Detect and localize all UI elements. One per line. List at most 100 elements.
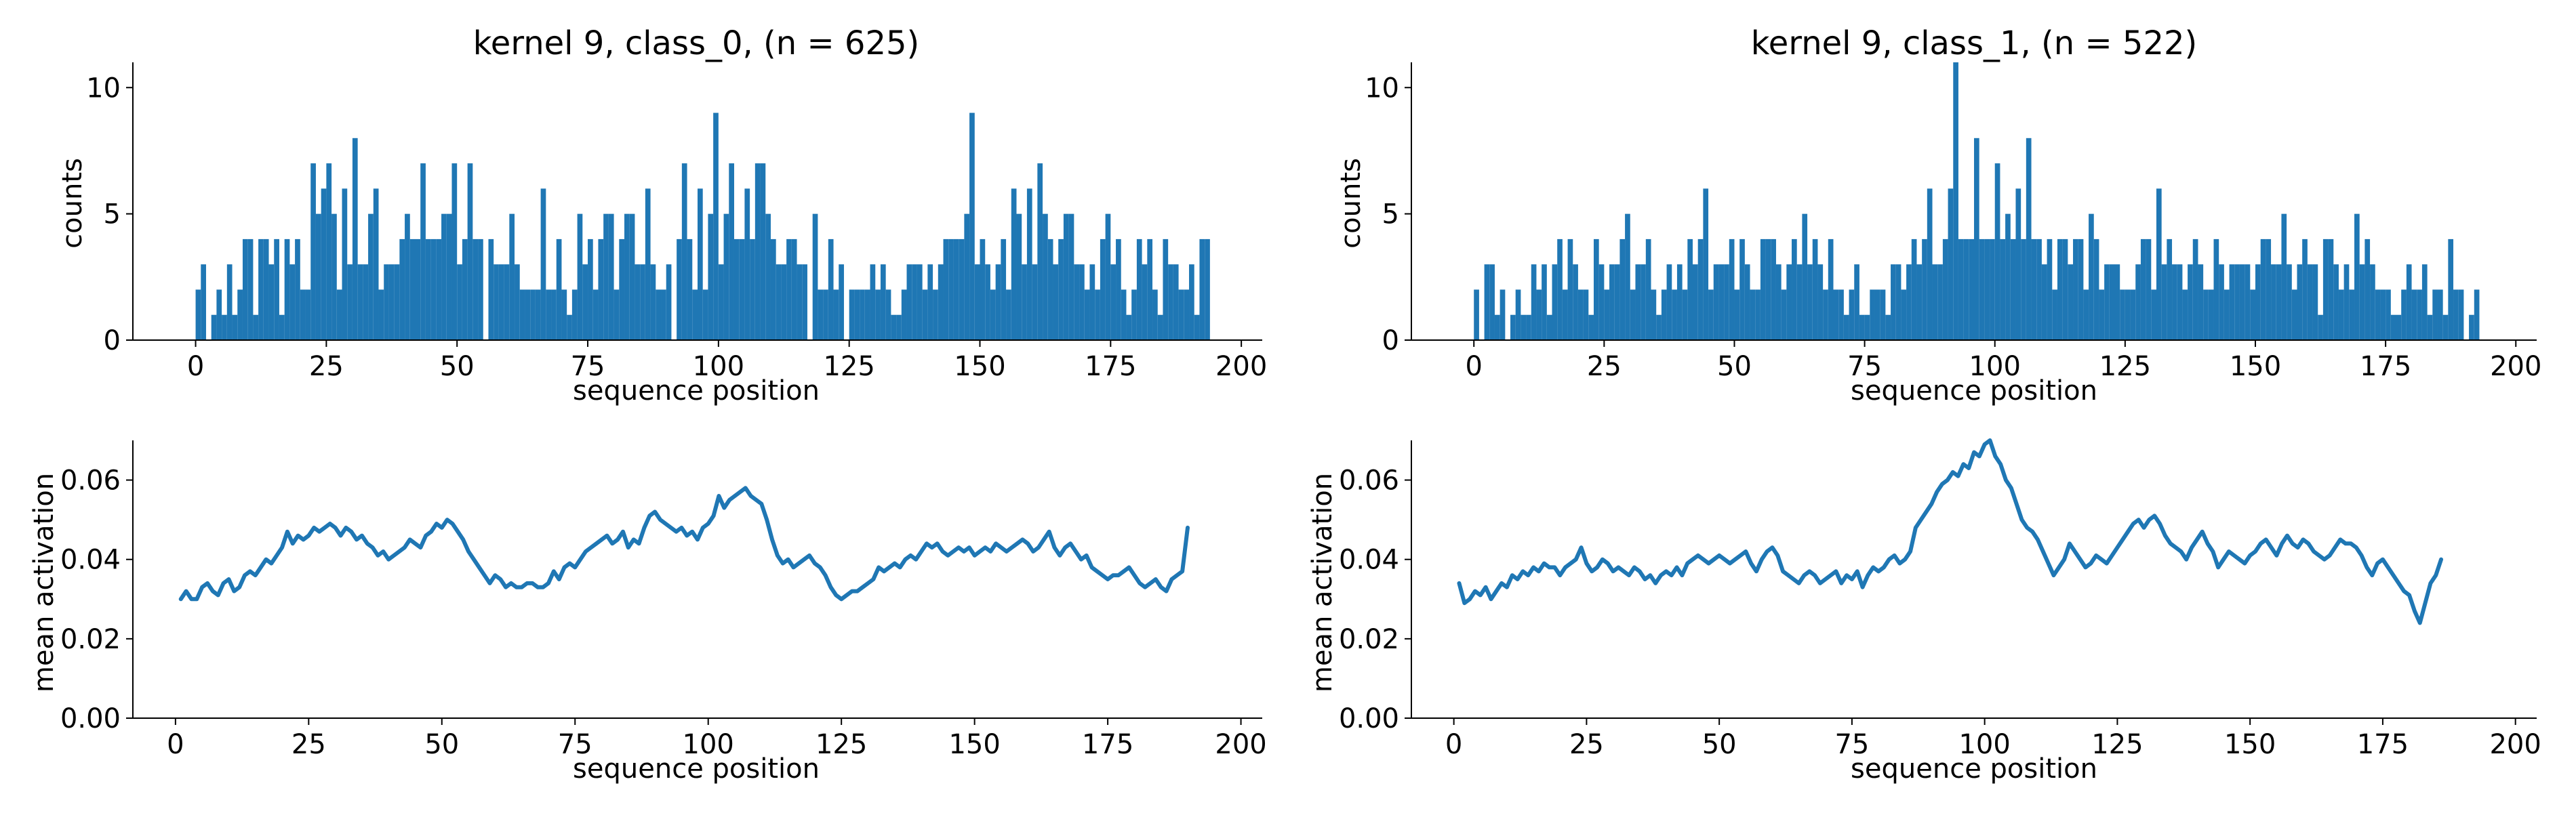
histogram-class1-bar xyxy=(1744,264,1750,340)
histogram-class0-bar xyxy=(760,163,766,340)
histogram-class0-ylabel: counts xyxy=(57,158,88,249)
activation-class1-x-tick-label: 125 xyxy=(2091,729,2143,760)
histogram-class0-bar xyxy=(833,289,839,340)
histogram-class0-bars xyxy=(195,112,1210,341)
histogram-class0-bar xyxy=(713,112,719,341)
histogram-class0-bar xyxy=(687,238,693,340)
histogram-class1-bar xyxy=(2354,213,2360,340)
histogram-class1-bar xyxy=(1750,289,1756,340)
histogram-class0-bar xyxy=(321,188,327,340)
histogram-class0-bar xyxy=(588,238,593,340)
activation-class1-x-tick-label: 175 xyxy=(2357,729,2409,760)
histogram-class1-bar xyxy=(2380,289,2386,340)
histogram-class0-bar xyxy=(263,238,269,340)
histogram-class1-bar xyxy=(2203,289,2209,340)
histogram-class0-bar xyxy=(331,213,337,340)
histogram-class0-bar xyxy=(504,264,510,340)
histogram-class1-bar xyxy=(1739,238,1745,340)
histogram-class0-bar xyxy=(739,238,745,340)
histogram-class0-bar xyxy=(216,289,222,340)
histogram-class1-bar xyxy=(2322,238,2329,340)
histogram-class0-bar xyxy=(1178,289,1184,340)
histogram-class0-bar xyxy=(1053,264,1059,340)
histogram-class1-bar xyxy=(1635,264,1641,340)
histogram-class1-bar xyxy=(2437,289,2443,340)
histogram-class1-bar xyxy=(1796,264,1803,340)
histogram-class0-bar xyxy=(1173,264,1179,340)
histogram-class1-bar xyxy=(1687,238,1693,340)
histogram-class0-bar xyxy=(561,289,567,340)
histogram-class1-bar xyxy=(2073,238,2078,340)
histogram-class0-bar xyxy=(462,238,468,340)
histogram-class1-x-tick-label: 25 xyxy=(1587,351,1622,382)
histogram-class0-bar xyxy=(995,264,1001,340)
histogram-class1-bar xyxy=(1619,238,1626,340)
histogram-class0-bar xyxy=(451,163,458,340)
histogram-class0-bar xyxy=(1163,238,1169,340)
histogram-class1-bar xyxy=(1734,289,1740,340)
histogram-class0-bar xyxy=(1147,238,1153,340)
histogram-class0-bar xyxy=(969,112,975,341)
histogram-class1-bar xyxy=(1672,289,1677,340)
activation-class1-x-tick-label: 200 xyxy=(2489,729,2541,760)
activation-class0-x-tick-label: 200 xyxy=(1215,729,1266,760)
histogram-class1-bar xyxy=(2328,238,2334,340)
histogram-class0-bar xyxy=(656,289,662,340)
histogram-class0-bar xyxy=(556,238,562,340)
histogram-class1-bar xyxy=(1494,314,1500,340)
histogram-class1-bar xyxy=(2469,314,2474,340)
histogram-class1-bar xyxy=(2140,238,2146,340)
histogram-class0-bar xyxy=(765,213,771,340)
activation-class0-y-tick-label: 0.04 xyxy=(60,545,121,576)
histogram-class1-bar xyxy=(1922,238,1927,340)
histogram-class1-bar xyxy=(2219,264,2224,340)
histogram-class0-bar xyxy=(1116,238,1121,340)
histogram-class1-bar xyxy=(1604,289,1610,340)
histogram-class1-bar xyxy=(2213,238,2219,340)
histogram-class1-bar xyxy=(2307,264,2313,340)
histogram-class1-bar xyxy=(2135,264,2141,340)
histogram-class0-bar xyxy=(959,238,965,340)
histogram-class0-bar xyxy=(901,289,907,340)
histogram-class1-bar xyxy=(1755,289,1760,340)
histogram-class1-bar xyxy=(1724,264,1729,340)
histogram-class1-bars xyxy=(1474,62,2480,340)
histogram-class1-bar xyxy=(1542,264,1547,340)
histogram-class0-bar xyxy=(640,264,645,340)
histogram-class0-bar xyxy=(310,163,316,340)
histogram-class0-bar xyxy=(839,264,844,340)
histogram-class1-bar xyxy=(1708,289,1714,340)
histogram-class0-bar xyxy=(733,238,740,340)
histogram-class0-bar xyxy=(1152,289,1158,340)
histogram-class0-bar xyxy=(1011,188,1017,340)
histogram-class0-bar xyxy=(1199,238,1205,340)
activation-class1-y-tick-label: 0.04 xyxy=(1339,545,1399,576)
histogram-class0-bar xyxy=(985,264,990,340)
histogram-class1-bar xyxy=(1567,238,1573,340)
histogram-class1-bar xyxy=(1630,289,1636,340)
histogram-class1-bar xyxy=(1510,314,1516,340)
histogram-class0-bar xyxy=(242,238,248,340)
histogram-class0-bar xyxy=(415,238,421,340)
histogram-class1-bar xyxy=(2297,264,2303,340)
histogram-class0-bar xyxy=(744,188,750,340)
histogram-class0-bar xyxy=(629,213,635,340)
histogram-class0-bar xyxy=(363,264,369,340)
histogram-class1-x-tick-label: 175 xyxy=(2360,351,2411,382)
histogram-class0-bar xyxy=(1110,264,1116,340)
histogram-class0-bar xyxy=(635,264,641,340)
activation-class1-panel: 0 25 50 75 100 125 150 175 200 0.00 0.02 0.04 0.06 s… xyxy=(1307,438,2541,785)
activation-class1-axes: 0 25 50 75 100 125 150 175 200 0.00 0.02 0.04 0.06 xyxy=(1339,440,2541,760)
histogram-class1-title: kernel 9, class_1, (n = 522) xyxy=(1751,24,2198,62)
histogram-class1-bar xyxy=(1500,289,1506,340)
histogram-class0-bar xyxy=(781,264,787,340)
histogram-class0-bar xyxy=(571,289,578,340)
histogram-class1-bar xyxy=(2223,289,2230,340)
histogram-class1-bar xyxy=(2312,264,2318,340)
activation-class0-y-tick-label: 0.00 xyxy=(60,703,121,734)
histogram-class0-bar xyxy=(812,213,818,340)
histogram-class0-bar xyxy=(948,238,954,340)
histogram-class1-bar xyxy=(2078,238,2084,340)
histogram-class1-bar xyxy=(2031,238,2037,340)
histogram-class1-bar xyxy=(1870,289,1875,340)
